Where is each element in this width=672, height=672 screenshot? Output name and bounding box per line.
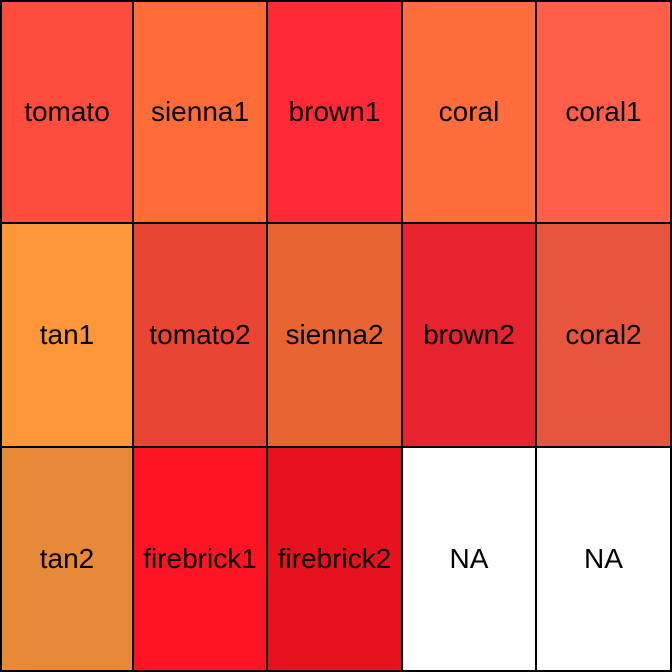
color-swatch-label: NA bbox=[584, 543, 623, 574]
color-swatch-cell: tan2 bbox=[0, 448, 134, 672]
color-swatch-cell: tomato bbox=[0, 0, 134, 224]
color-swatch-label: coral1 bbox=[565, 96, 642, 127]
color-swatch-label: NA bbox=[449, 543, 489, 574]
color-swatch-cell: coral bbox=[403, 0, 537, 224]
color-swatch-label: tomato bbox=[24, 96, 110, 127]
color-swatch-label: tan2 bbox=[39, 543, 95, 574]
color-swatch-label: coral bbox=[438, 96, 500, 127]
color-swatch-cell: coral1 bbox=[537, 0, 672, 224]
color-swatch-cell: firebrick2 bbox=[268, 448, 403, 672]
color-swatch-cell: tomato2 bbox=[134, 224, 268, 448]
color-swatch-cell: tan1 bbox=[0, 224, 134, 448]
color-swatch-label: firebrick2 bbox=[277, 543, 392, 574]
color-swatch-label: brown2 bbox=[423, 319, 515, 350]
color-swatch-cell: coral2 bbox=[537, 224, 672, 448]
color-swatch-cell: brown1 bbox=[268, 0, 403, 224]
color-swatch-label: sienna2 bbox=[285, 319, 384, 350]
color-swatch-label: firebrick1 bbox=[143, 543, 257, 574]
color-swatch-cell: brown2 bbox=[403, 224, 537, 448]
color-swatch-cell: sienna2 bbox=[268, 224, 403, 448]
color-swatch-label: tan1 bbox=[39, 319, 95, 350]
color-swatch-label: brown1 bbox=[288, 96, 381, 127]
color-swatch-cell: NA bbox=[403, 448, 537, 672]
color-swatch-cell: NA bbox=[537, 448, 672, 672]
color-swatch-cell: firebrick1 bbox=[134, 448, 268, 672]
color-swatch-label: coral2 bbox=[565, 319, 642, 350]
color-swatch-label: tomato2 bbox=[149, 319, 251, 350]
color-swatch-cell: sienna1 bbox=[134, 0, 268, 224]
color-swatch-label: sienna1 bbox=[150, 96, 250, 127]
